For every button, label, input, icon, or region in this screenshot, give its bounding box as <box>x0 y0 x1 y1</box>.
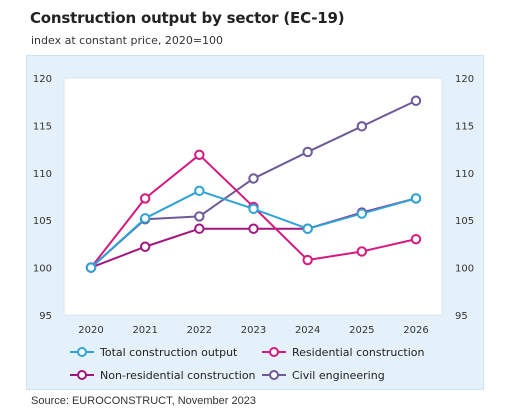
y-tick-left: 120 <box>33 74 52 85</box>
plot-area <box>63 77 443 316</box>
x-tick-label: 2023 <box>241 325 266 336</box>
legend-label: Civil engineering <box>292 369 385 382</box>
data-point <box>356 121 368 132</box>
x-tick-label: 2026 <box>403 325 428 336</box>
y-tick-right: 110 <box>455 169 474 180</box>
y-tick-left: 115 <box>33 121 52 132</box>
x-tick-label: 2020 <box>78 325 103 336</box>
data-point <box>356 246 368 257</box>
legend-label: Non-residential construction <box>100 369 256 382</box>
data-point <box>194 149 205 160</box>
y-tick-right: 120 <box>455 74 474 85</box>
y-tick-right: 100 <box>455 264 474 275</box>
source-note: Source: EUROCONSTRUCT, November 2023 <box>31 395 256 407</box>
data-point <box>248 173 259 184</box>
data-point <box>302 146 313 158</box>
x-tick-label: 2025 <box>349 325 374 336</box>
chart-subtitle: index at constant price, 2020=100 <box>31 34 224 47</box>
data-point <box>139 193 151 204</box>
y-tick-left: 100 <box>33 264 52 275</box>
x-tick-label: 2024 <box>295 325 320 336</box>
x-tick-label: 2021 <box>132 325 157 336</box>
data-point <box>302 254 313 266</box>
data-point <box>139 213 151 224</box>
y-tick-right: 115 <box>455 121 474 132</box>
legend-swatch-marker <box>77 370 87 380</box>
y-tick-left: 95 <box>39 311 52 322</box>
data-point <box>194 185 205 197</box>
data-point <box>410 233 422 245</box>
data-point <box>139 241 151 252</box>
data-point <box>356 208 368 219</box>
data-point <box>85 262 97 273</box>
legend-swatch-marker <box>77 347 87 357</box>
data-point <box>410 193 422 204</box>
data-point <box>194 211 205 222</box>
legend-item: Civil engineering <box>262 369 385 382</box>
data-point <box>248 203 259 215</box>
legend-label: Total construction output <box>99 346 238 359</box>
legend-label: Residential construction <box>292 346 425 359</box>
data-point <box>410 95 422 106</box>
legend-swatch-marker <box>269 347 279 357</box>
legend-swatch-marker <box>269 370 279 380</box>
chart-title: Construction output by sector (EC-19) <box>30 9 345 27</box>
legend-item: Total construction output <box>70 346 238 359</box>
data-point <box>302 223 313 234</box>
series-total-construction-output <box>85 185 422 273</box>
y-tick-right: 95 <box>455 311 468 322</box>
y-tick-right: 105 <box>455 216 474 227</box>
y-tick-left: 110 <box>33 169 52 180</box>
data-point <box>194 223 205 234</box>
legend-item: Residential construction <box>262 346 425 359</box>
data-point <box>248 223 259 234</box>
y-tick-left: 105 <box>33 216 52 227</box>
x-tick-label: 2022 <box>187 325 212 336</box>
legend-item: Non-residential construction <box>70 369 256 382</box>
